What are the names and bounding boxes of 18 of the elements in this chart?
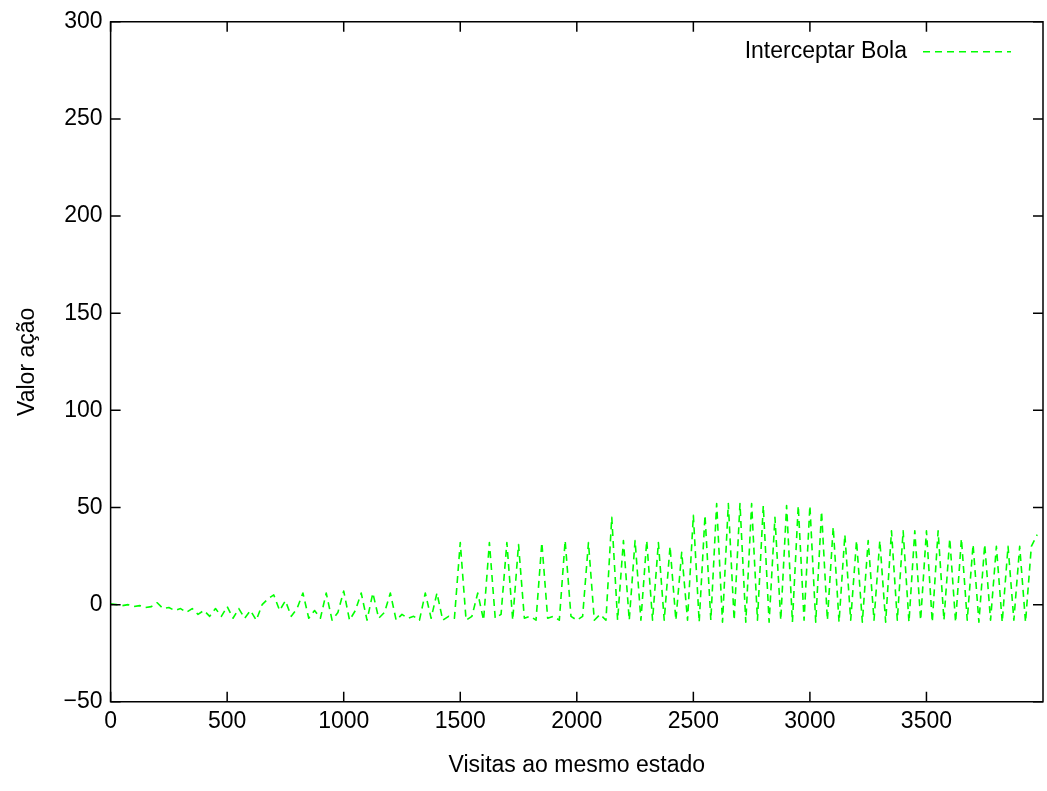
y-tick-label: 150	[64, 298, 103, 325]
y-tick-label: 250	[64, 104, 103, 131]
y-axis-title: Valor ação	[13, 307, 40, 416]
y-tick-label: 50	[77, 492, 103, 519]
y-tick-label: 100	[64, 395, 103, 422]
x-tick-label: 1000	[318, 706, 370, 733]
x-tick-label: 2500	[667, 706, 719, 733]
legend-label: Interceptar Bola	[744, 37, 908, 64]
y-tick-label: 300	[64, 7, 103, 34]
y-tick-label: 0	[89, 590, 103, 616]
x-tick-label: 2000	[551, 706, 603, 733]
y-tick-label: −50	[63, 687, 103, 714]
x-tick-label: 3000	[784, 706, 836, 733]
x-axis-title: Visitas ao mesmo estado	[448, 750, 706, 777]
x-tick-label: 1500	[434, 706, 486, 733]
x-tick-label: 500	[207, 706, 247, 733]
x-tick-label: 3500	[900, 706, 953, 733]
y-tick-label: 200	[64, 201, 103, 228]
